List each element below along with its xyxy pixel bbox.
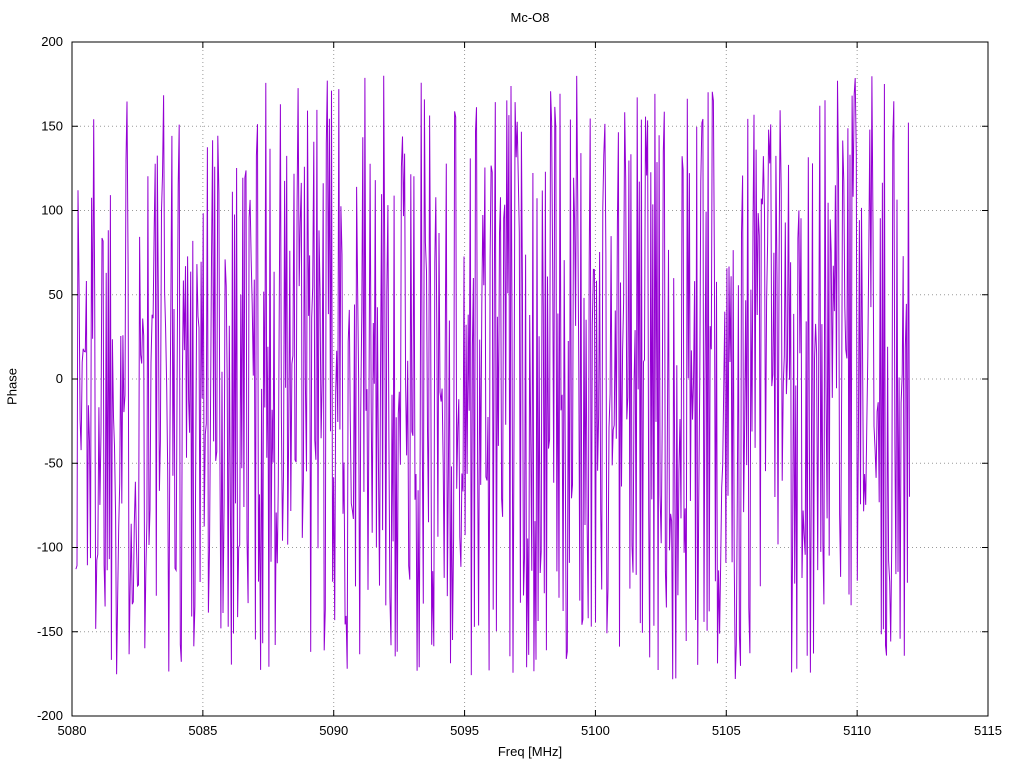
x-tick-label: 5110 [843, 723, 871, 738]
x-tick-label: 5095 [450, 723, 479, 738]
phase-trace [75, 75, 910, 680]
y-tick-label: 200 [41, 34, 63, 49]
x-axis-label: Freq [MHz] [497, 744, 563, 759]
y-tick-label: -100 [37, 540, 63, 555]
x-tick-label: 5080 [58, 723, 87, 738]
chart-title: Mc-O8 [510, 10, 550, 25]
x-tick-label: 5090 [319, 723, 348, 738]
y-tick-label: -50 [44, 455, 63, 470]
x-tick-label: 5085 [188, 723, 217, 738]
y-tick-label: -200 [37, 708, 63, 723]
y-tick-label: 150 [41, 118, 63, 133]
y-tick-label: -150 [37, 624, 63, 639]
x-tick-label: 5115 [974, 723, 1002, 738]
x-tick-label: 5105 [712, 723, 741, 738]
y-tick-label: 100 [41, 203, 63, 218]
y-tick-label: 50 [49, 287, 63, 302]
x-tick-label: 5100 [581, 723, 610, 738]
y-axis-label: Phase [4, 368, 20, 405]
y-tick-label: 0 [56, 371, 63, 386]
